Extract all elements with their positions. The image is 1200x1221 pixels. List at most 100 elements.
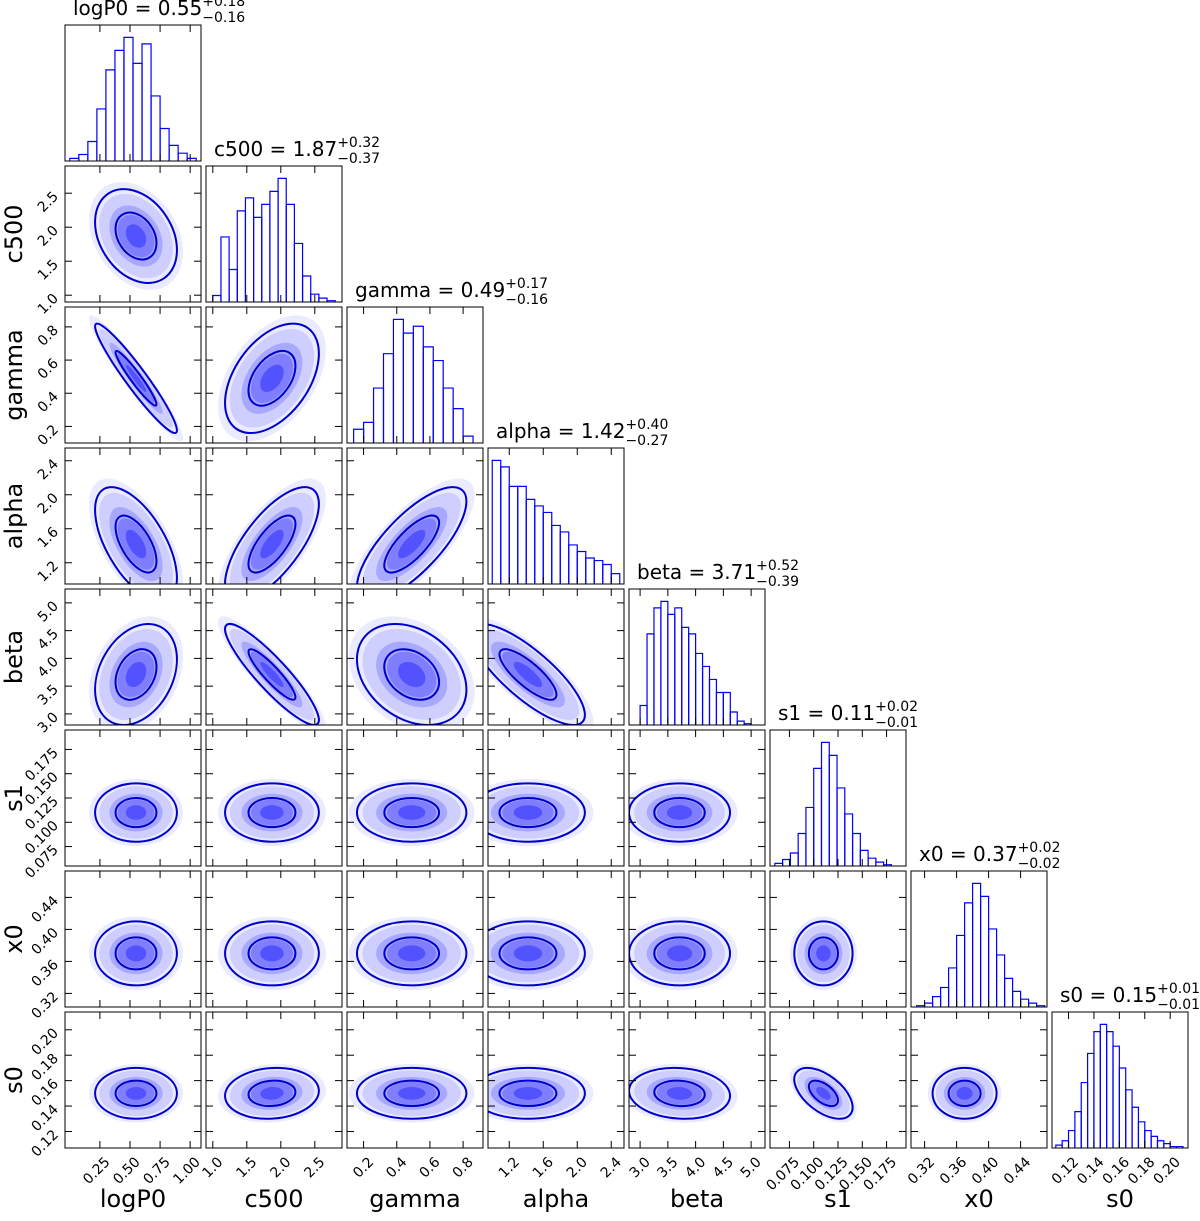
title-err-plus: +0.40 — [625, 417, 668, 433]
density — [348, 478, 475, 584]
density — [348, 1064, 475, 1123]
title-main: gamma = 0.49 — [355, 278, 505, 302]
density — [629, 916, 738, 991]
density — [387, 1081, 437, 1105]
histogram-bin — [653, 607, 662, 725]
contour — [793, 920, 854, 987]
density — [513, 945, 543, 962]
density — [502, 939, 554, 968]
y-tick-label: 0.14 — [28, 1102, 61, 1135]
title-main: x0 = 0.37 — [919, 842, 1018, 866]
contour — [247, 797, 297, 829]
density — [88, 779, 184, 847]
contour — [355, 486, 468, 584]
title-err-minus: −0.16 — [202, 10, 245, 26]
histogram-bin — [500, 466, 510, 584]
histogram-bin — [236, 210, 247, 302]
density — [816, 1086, 831, 1100]
histogram-bin — [932, 995, 942, 1007]
contour — [653, 797, 706, 829]
histogram-bin — [568, 544, 578, 584]
density — [99, 629, 173, 720]
y-tick-label: 0.18 — [28, 1051, 61, 1084]
title-main: beta = 3.71 — [637, 560, 756, 584]
histogram-bin — [525, 498, 536, 584]
density — [629, 1064, 738, 1123]
density — [241, 507, 303, 582]
density — [117, 1081, 155, 1105]
histogram-bin — [948, 967, 958, 1007]
x-tick-label: 2.5 — [301, 1154, 328, 1181]
histogram-bin — [87, 140, 98, 161]
plot-area — [774, 741, 893, 866]
density — [398, 529, 426, 559]
x-axis-label: alpha — [523, 1185, 590, 1213]
density — [646, 932, 713, 975]
title-err-plus: +0.02 — [1018, 840, 1061, 856]
y-tick-label: 0.40 — [28, 925, 61, 958]
y-tick-label: 0.32 — [28, 989, 61, 1022]
histogram-bin — [1012, 990, 1022, 1007]
histogram-bin — [422, 346, 434, 443]
panel-frame — [487, 588, 625, 726]
density — [943, 1076, 986, 1110]
density — [109, 641, 163, 708]
density — [109, 507, 163, 582]
contour — [224, 622, 320, 725]
density — [490, 932, 565, 975]
panel — [205, 447, 343, 585]
panel-frame — [346, 870, 484, 1008]
y-axis-label: gamma — [0, 329, 28, 420]
x-tick-label: 0.32 — [905, 1154, 938, 1187]
panel-title: s0 = 0.15+0.01 −0.01 — [1060, 981, 1200, 1013]
density — [376, 793, 448, 832]
panel-frame — [910, 1011, 1048, 1149]
panel — [64, 870, 202, 1008]
contour — [114, 1079, 158, 1108]
plot-area — [488, 1064, 594, 1123]
contour — [355, 1066, 468, 1120]
title-err-plus: +0.32 — [337, 135, 380, 151]
density — [362, 786, 461, 839]
density — [99, 924, 173, 983]
y-tick-label: 2.5 — [35, 189, 62, 216]
title-err-minus: −0.27 — [625, 433, 668, 449]
histogram-bin — [261, 203, 271, 302]
density — [397, 661, 426, 688]
contour — [247, 349, 297, 407]
plot-area — [218, 916, 326, 991]
panel-frame — [205, 165, 343, 303]
plot-area — [88, 916, 184, 991]
density — [241, 641, 303, 708]
density — [797, 924, 850, 983]
panel: gamma = 0.49+0.17 −0.16 — [346, 276, 548, 444]
histogram-bin — [212, 294, 222, 302]
x-tick-label: 0.25 — [80, 1154, 113, 1187]
histogram-bin — [610, 572, 621, 584]
panel — [205, 870, 343, 1008]
contour — [383, 1079, 441, 1108]
y-tick-label: 2.0 — [35, 223, 62, 250]
density — [666, 805, 693, 820]
contour — [355, 920, 468, 987]
density — [109, 1076, 163, 1110]
plot-area — [789, 916, 857, 991]
histogram-bin — [646, 633, 655, 725]
density — [218, 315, 326, 442]
panel — [64, 1011, 202, 1149]
plot-area — [488, 779, 594, 847]
density — [816, 945, 831, 962]
panel — [64, 165, 202, 303]
y-tick-label: 1.2 — [35, 558, 62, 585]
density — [666, 945, 693, 962]
contour — [114, 514, 158, 574]
histogram-bin — [585, 557, 595, 584]
plot-area — [353, 318, 474, 443]
histogram-bin — [1067, 1129, 1076, 1148]
y-tick-label: 3.5 — [35, 682, 62, 709]
panel-title: logP0 = 0.55+0.18 −0.16 — [73, 0, 245, 26]
y-axis-label: c500 — [0, 204, 28, 263]
panel: beta = 3.71+0.52 −0.39 — [628, 558, 799, 726]
histogram-bin — [1175, 1145, 1184, 1148]
contour — [498, 936, 558, 971]
